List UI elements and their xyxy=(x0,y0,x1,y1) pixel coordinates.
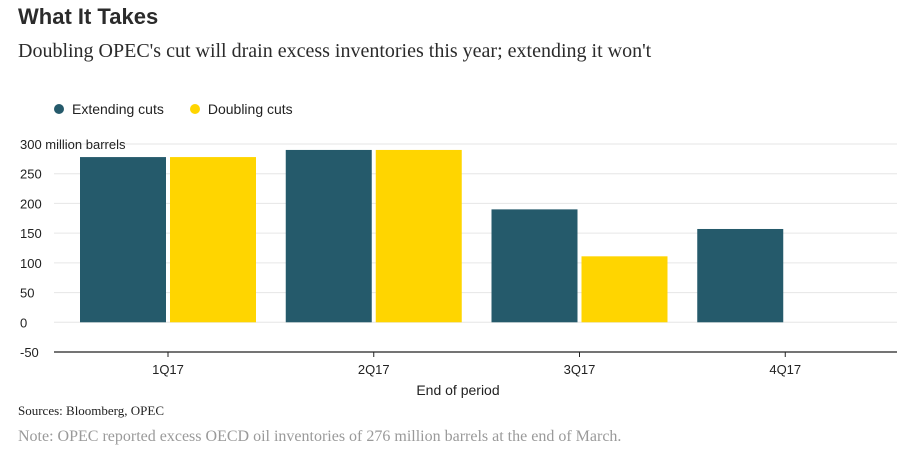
chart-legend: Extending cuts Doubling cuts xyxy=(54,101,293,117)
bar-doubling-2q17 xyxy=(375,149,462,323)
legend-swatch-doubling xyxy=(189,104,200,114)
legend-item-doubling: Doubling cuts xyxy=(189,101,293,117)
y-tick-label: 150 xyxy=(20,226,42,241)
bars xyxy=(80,149,784,323)
legend-item-extending: Extending cuts xyxy=(54,101,164,117)
bar-doubling-1q17 xyxy=(170,157,256,323)
chart-subtitle: Doubling OPEC's cut will drain excess in… xyxy=(18,40,652,62)
bar-extending-2q17 xyxy=(285,149,372,323)
x-tick-label: 2Q17 xyxy=(358,362,390,377)
bar-extending-3q17 xyxy=(491,209,578,323)
y-tick-label: 50 xyxy=(20,286,34,301)
sources-text: Sources: Bloomberg, OPEC xyxy=(18,403,165,418)
x-tick-label: 3Q17 xyxy=(564,362,596,377)
legend-label-extending: Extending cuts xyxy=(72,101,164,117)
note-text: Note: OPEC reported excess OECD oil inve… xyxy=(18,428,622,445)
y-tick-label: 250 xyxy=(20,167,42,182)
y-tick-label: 100 xyxy=(20,256,42,271)
bar-extending-4q17 xyxy=(697,228,784,323)
legend-swatch-extending xyxy=(54,104,64,114)
y-tick-label: 0 xyxy=(20,315,27,330)
y-tick-label: 200 xyxy=(20,196,42,211)
x-tick-label: 1Q17 xyxy=(152,362,184,377)
y-tick-label: 300 million barrels xyxy=(20,137,126,152)
bar-extending-1q17 xyxy=(80,157,166,323)
x-axis-label: End of period xyxy=(416,382,499,398)
y-tick-label: -50 xyxy=(20,345,39,360)
legend-label-doubling: Doubling cuts xyxy=(207,101,293,117)
x-tick-label: 4Q17 xyxy=(769,362,801,377)
bar-doubling-3q17 xyxy=(581,256,668,323)
x-tick-labels: 1Q17 2Q17 3Q17 4Q17 xyxy=(152,352,801,377)
y-tick-labels: 300 million barrels 250 200 150 100 50 0 -50 xyxy=(20,137,126,360)
chart-title: What It Takes xyxy=(18,4,159,29)
